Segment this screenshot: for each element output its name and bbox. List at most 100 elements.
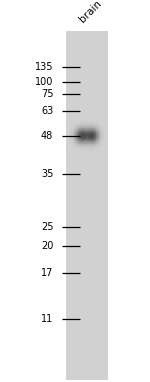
Bar <box>88 125 89 126</box>
Bar <box>101 131 102 132</box>
Bar <box>77 143 78 144</box>
Bar <box>92 125 93 126</box>
Bar <box>70 135 71 136</box>
Bar <box>73 148 74 149</box>
Bar <box>88 143 89 144</box>
Bar <box>87 139 88 140</box>
Bar <box>75 147 76 148</box>
Bar <box>103 139 104 140</box>
Bar <box>70 136 71 137</box>
Bar <box>90 123 91 125</box>
Bar <box>72 126 73 127</box>
Bar <box>90 148 91 149</box>
Bar <box>92 145 93 146</box>
Bar <box>103 134 104 135</box>
Bar <box>82 125 83 126</box>
Bar <box>74 149 75 151</box>
Bar <box>103 152 104 153</box>
Bar <box>70 129 71 130</box>
Bar <box>82 119 83 120</box>
Bar <box>69 152 70 153</box>
Bar <box>83 132 84 133</box>
Bar <box>74 136 75 138</box>
Bar <box>80 118 81 119</box>
Bar <box>75 143 76 144</box>
Bar <box>85 135 86 136</box>
Bar <box>77 131 78 132</box>
Bar <box>102 141 103 142</box>
Bar <box>88 149 89 150</box>
Bar <box>86 139 87 140</box>
Bar <box>86 124 87 125</box>
Bar <box>94 131 95 132</box>
Bar <box>99 127 100 128</box>
Bar <box>101 129 102 130</box>
Bar <box>74 131 75 132</box>
Bar <box>87 152 88 153</box>
Bar <box>85 127 86 128</box>
Bar <box>83 137 84 138</box>
Bar <box>93 131 94 132</box>
Bar <box>101 142 102 143</box>
Bar <box>97 146 98 147</box>
Bar <box>73 132 74 133</box>
Bar <box>89 152 90 154</box>
Bar <box>100 141 101 142</box>
Bar <box>98 144 99 146</box>
Bar <box>75 141 76 142</box>
Bar <box>83 136 84 137</box>
Bar <box>88 128 89 129</box>
Bar <box>79 135 80 136</box>
Bar <box>75 130 76 131</box>
Bar <box>82 120 83 121</box>
Bar <box>72 134 73 135</box>
Bar <box>97 125 98 126</box>
Bar <box>93 128 94 129</box>
Bar <box>88 121 89 122</box>
Bar <box>94 152 95 153</box>
Bar <box>75 143 76 144</box>
Bar <box>72 132 73 133</box>
Bar <box>91 152 92 154</box>
Bar <box>103 144 104 145</box>
Bar <box>82 149 83 151</box>
Bar <box>88 153 89 154</box>
Bar <box>102 136 103 137</box>
Bar <box>74 119 75 120</box>
Bar <box>89 141 90 142</box>
Bar <box>95 149 96 150</box>
Bar <box>75 139 76 140</box>
Bar <box>73 140 74 141</box>
Bar <box>75 153 76 154</box>
Bar <box>103 120 104 121</box>
Bar <box>96 139 97 140</box>
Text: 11: 11 <box>41 314 53 324</box>
Bar <box>78 118 79 119</box>
Bar <box>95 146 96 147</box>
Bar <box>83 141 84 142</box>
Bar <box>83 122 84 123</box>
Bar <box>79 119 80 120</box>
Bar <box>93 125 94 126</box>
Bar <box>93 152 94 153</box>
Bar <box>101 132 102 133</box>
Bar <box>76 122 77 123</box>
Bar <box>80 131 81 132</box>
Bar <box>70 133 71 134</box>
Bar <box>92 120 93 121</box>
Bar <box>99 134 100 135</box>
Bar <box>79 141 80 142</box>
Bar <box>69 131 70 132</box>
Bar <box>73 120 74 121</box>
Bar <box>81 133 82 134</box>
Bar <box>79 149 80 150</box>
Bar <box>69 130 70 131</box>
Bar <box>94 128 95 129</box>
Bar <box>98 139 99 140</box>
Bar <box>79 132 80 133</box>
Bar <box>88 131 89 132</box>
Bar <box>73 149 74 150</box>
Bar <box>85 133 86 134</box>
Bar <box>76 125 77 126</box>
Bar <box>78 141 79 142</box>
